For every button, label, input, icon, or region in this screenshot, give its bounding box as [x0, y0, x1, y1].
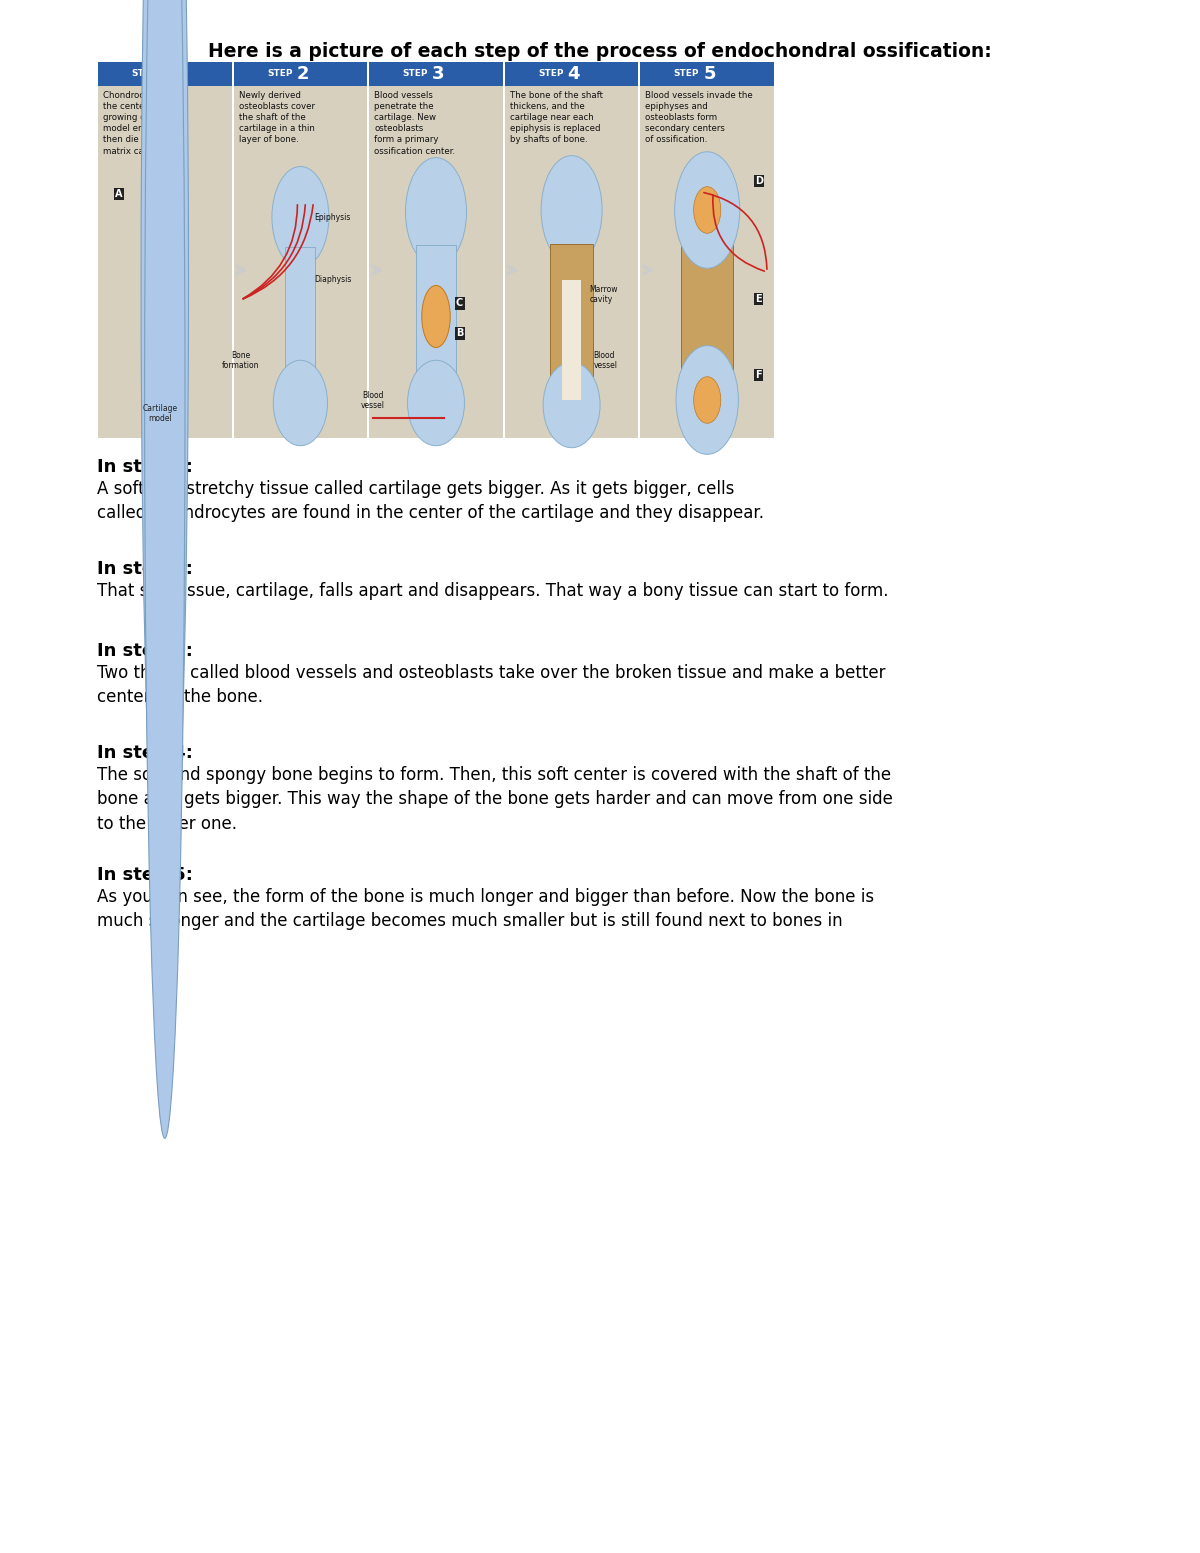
Text: That soft tissue, cartilage, falls apart and disappears. That way a bony tissue : That soft tissue, cartilage, falls apart…	[97, 582, 888, 599]
Text: Two things called blood vessels and osteoblasts take over the broken tissue and : Two things called blood vessels and oste…	[97, 665, 886, 707]
Text: In step 5:: In step 5:	[97, 867, 193, 884]
Bar	[415, 245, 456, 388]
Bar	[550, 244, 593, 390]
Ellipse shape	[694, 377, 721, 424]
Text: A soft and stretchy tissue called cartilage gets bigger. As it gets bigger, cell: A soft and stretchy tissue called cartil…	[97, 480, 764, 522]
Ellipse shape	[142, 0, 188, 954]
Text: A: A	[115, 189, 122, 199]
Text: E: E	[755, 294, 762, 304]
Text: B: B	[456, 329, 463, 339]
Text: STEP: STEP	[538, 70, 564, 79]
Bar	[370, 62, 503, 85]
Bar	[682, 242, 733, 384]
Text: Blood vessels
penetrate the
cartilage. New
osteoblasts
form a primary
ossificati: Blood vessels penetrate the cartilage. N…	[374, 92, 455, 155]
Text: 4: 4	[568, 65, 580, 82]
Ellipse shape	[408, 360, 464, 446]
Text: Diaphysis: Diaphysis	[314, 275, 352, 284]
Text: F: F	[755, 370, 762, 380]
Text: 3: 3	[432, 65, 444, 82]
Text: The bone of the shaft
thickens, and the
cartilage near each
epiphysis is replace: The bone of the shaft thickens, and the …	[510, 92, 602, 144]
Text: STEP: STEP	[402, 70, 428, 79]
Text: STEP: STEP	[131, 70, 157, 79]
Ellipse shape	[674, 152, 739, 269]
Text: The soft and spongy bone begins to form. Then, this soft center is covered with : The soft and spongy bone begins to form.…	[97, 766, 893, 832]
Text: In step 3:: In step 3:	[97, 641, 193, 660]
Text: STEP: STEP	[266, 70, 293, 79]
Ellipse shape	[406, 158, 467, 267]
Text: Bone
formation: Bone formation	[222, 351, 259, 370]
Bar	[505, 62, 638, 438]
Text: STEP: STEP	[673, 70, 700, 79]
Bar	[234, 62, 367, 85]
Text: Here is a picture of each step of the process of endochondral ossification:: Here is a picture of each step of the pr…	[208, 42, 992, 61]
Text: Blood vessels invade the
epiphyses and
osteoblasts form
secondary centers
of oss: Blood vessels invade the epiphyses and o…	[646, 92, 754, 144]
Text: Blood
vessel: Blood vessel	[594, 351, 618, 370]
Ellipse shape	[541, 155, 602, 264]
Text: D: D	[755, 175, 763, 186]
Text: Blood
vessel: Blood vessel	[361, 391, 385, 410]
Text: As you can see, the form of the bone is much longer and bigger than before. Now : As you can see, the form of the bone is …	[97, 888, 874, 930]
Bar	[286, 247, 316, 384]
Bar	[98, 62, 232, 85]
Bar	[641, 62, 774, 438]
Text: In step 1:: In step 1:	[97, 458, 193, 477]
Bar	[98, 62, 232, 438]
Text: Cartilage
model: Cartilage model	[143, 404, 178, 422]
Text: In step 2:: In step 2:	[97, 561, 193, 578]
Text: C: C	[456, 298, 463, 309]
Text: In step 4:: In step 4:	[97, 744, 193, 763]
Text: Newly derived
osteoblasts cover
the shaft of the
cartilage in a thin
layer of bo: Newly derived osteoblasts cover the shaf…	[239, 92, 314, 144]
Bar	[505, 62, 638, 85]
Text: Chondrocytes at
the center of the
growing cartilage
model enlarge and
then die a: Chondrocytes at the center of the growin…	[103, 92, 185, 155]
Ellipse shape	[145, 0, 185, 1138]
Bar	[562, 280, 581, 401]
Text: Epiphysis: Epiphysis	[314, 213, 350, 222]
Text: Marrow
cavity: Marrow cavity	[589, 284, 618, 304]
Bar	[641, 62, 774, 85]
Ellipse shape	[676, 346, 738, 455]
Ellipse shape	[272, 166, 329, 267]
Bar	[370, 62, 503, 438]
Ellipse shape	[544, 362, 600, 447]
Ellipse shape	[274, 360, 328, 446]
Ellipse shape	[694, 186, 721, 233]
Text: 2: 2	[296, 65, 308, 82]
Text: 5: 5	[703, 65, 715, 82]
Bar	[234, 62, 367, 438]
Text: 1: 1	[161, 65, 173, 82]
Ellipse shape	[421, 286, 450, 348]
